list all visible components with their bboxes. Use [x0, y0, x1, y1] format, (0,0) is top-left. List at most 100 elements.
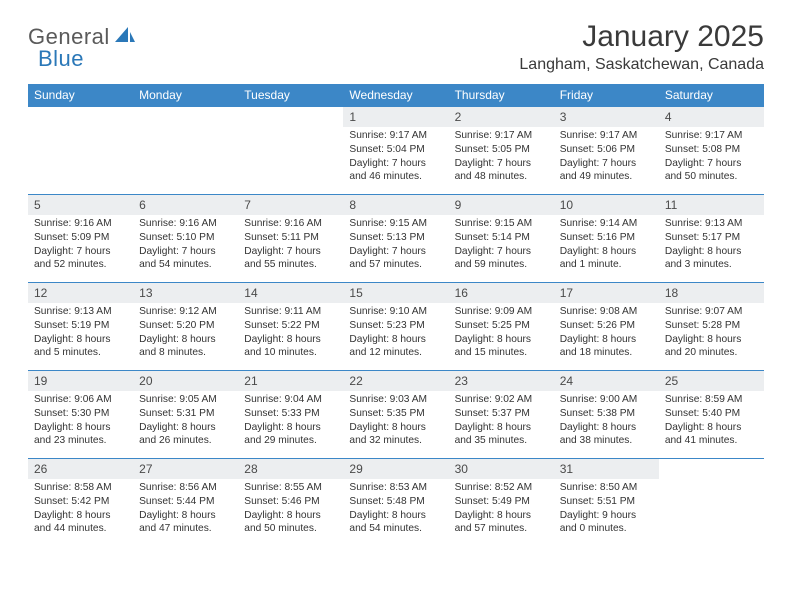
day-sr: Sunrise: 8:56 AM	[139, 481, 232, 495]
day-number: 15	[343, 283, 448, 303]
day-number: 6	[133, 195, 238, 215]
day-details: Sunrise: 9:17 AMSunset: 5:04 PMDaylight:…	[343, 127, 448, 188]
day-d1: Daylight: 8 hours	[455, 421, 548, 435]
day-details: Sunrise: 8:56 AMSunset: 5:44 PMDaylight:…	[133, 479, 238, 540]
day-ss: Sunset: 5:16 PM	[560, 231, 653, 245]
day-cell	[238, 107, 343, 195]
day-number: 26	[28, 459, 133, 479]
day-ss: Sunset: 5:42 PM	[34, 495, 127, 509]
day-ss: Sunset: 5:40 PM	[665, 407, 758, 421]
day-sr: Sunrise: 8:50 AM	[560, 481, 653, 495]
day-details: Sunrise: 9:00 AMSunset: 5:38 PMDaylight:…	[554, 391, 659, 452]
day-d1: Daylight: 8 hours	[139, 333, 232, 347]
day-number: 2	[449, 107, 554, 127]
day-d2: and 32 minutes.	[349, 434, 442, 448]
day-details: Sunrise: 9:07 AMSunset: 5:28 PMDaylight:…	[659, 303, 764, 364]
day-details: Sunrise: 9:11 AMSunset: 5:22 PMDaylight:…	[238, 303, 343, 364]
day-d2: and 41 minutes.	[665, 434, 758, 448]
day-d2: and 52 minutes.	[34, 258, 127, 272]
day-ss: Sunset: 5:05 PM	[455, 143, 548, 157]
day-number: 20	[133, 371, 238, 391]
day-d1: Daylight: 8 hours	[34, 421, 127, 435]
day-sr: Sunrise: 9:16 AM	[244, 217, 337, 231]
day-details: Sunrise: 9:10 AMSunset: 5:23 PMDaylight:…	[343, 303, 448, 364]
day-d2: and 15 minutes.	[455, 346, 548, 360]
day-cell: 14Sunrise: 9:11 AMSunset: 5:22 PMDayligh…	[238, 283, 343, 371]
day-d1: Daylight: 7 hours	[665, 157, 758, 171]
day-sr: Sunrise: 9:03 AM	[349, 393, 442, 407]
day-ss: Sunset: 5:06 PM	[560, 143, 653, 157]
day-d2: and 23 minutes.	[34, 434, 127, 448]
day-ss: Sunset: 5:33 PM	[244, 407, 337, 421]
day-d2: and 3 minutes.	[665, 258, 758, 272]
day-d2: and 18 minutes.	[560, 346, 653, 360]
day-ss: Sunset: 5:04 PM	[349, 143, 442, 157]
day-d1: Daylight: 8 hours	[665, 245, 758, 259]
day-ss: Sunset: 5:08 PM	[665, 143, 758, 157]
dow-saturday: Saturday	[659, 84, 764, 107]
day-sr: Sunrise: 9:04 AM	[244, 393, 337, 407]
day-cell: 17Sunrise: 9:08 AMSunset: 5:26 PMDayligh…	[554, 283, 659, 371]
dow-sunday: Sunday	[28, 84, 133, 107]
day-number: 14	[238, 283, 343, 303]
title-block: January 2025 Langham, Saskatchewan, Cana…	[519, 20, 764, 74]
day-ss: Sunset: 5:23 PM	[349, 319, 442, 333]
day-cell: 6Sunrise: 9:16 AMSunset: 5:10 PMDaylight…	[133, 195, 238, 283]
day-number: 17	[554, 283, 659, 303]
day-d1: Daylight: 7 hours	[455, 157, 548, 171]
day-details: Sunrise: 8:59 AMSunset: 5:40 PMDaylight:…	[659, 391, 764, 452]
day-cell: 21Sunrise: 9:04 AMSunset: 5:33 PMDayligh…	[238, 371, 343, 459]
day-details: Sunrise: 9:17 AMSunset: 5:06 PMDaylight:…	[554, 127, 659, 188]
day-details: Sunrise: 8:53 AMSunset: 5:48 PMDaylight:…	[343, 479, 448, 540]
day-cell	[133, 107, 238, 195]
day-cell: 20Sunrise: 9:05 AMSunset: 5:31 PMDayligh…	[133, 371, 238, 459]
day-details: Sunrise: 9:13 AMSunset: 5:17 PMDaylight:…	[659, 215, 764, 276]
day-d2: and 49 minutes.	[560, 170, 653, 184]
day-d2: and 0 minutes.	[560, 522, 653, 536]
day-d1: Daylight: 8 hours	[560, 333, 653, 347]
day-cell: 12Sunrise: 9:13 AMSunset: 5:19 PMDayligh…	[28, 283, 133, 371]
day-cell: 19Sunrise: 9:06 AMSunset: 5:30 PMDayligh…	[28, 371, 133, 459]
day-sr: Sunrise: 9:00 AM	[560, 393, 653, 407]
day-number: 23	[449, 371, 554, 391]
header: General January 2025 Langham, Saskatchew…	[28, 20, 764, 74]
day-cell: 30Sunrise: 8:52 AMSunset: 5:49 PMDayligh…	[449, 459, 554, 547]
day-d1: Daylight: 8 hours	[139, 509, 232, 523]
month-title: January 2025	[519, 20, 764, 54]
day-d1: Daylight: 8 hours	[139, 421, 232, 435]
day-details: Sunrise: 9:02 AMSunset: 5:37 PMDaylight:…	[449, 391, 554, 452]
day-ss: Sunset: 5:28 PM	[665, 319, 758, 333]
day-ss: Sunset: 5:11 PM	[244, 231, 337, 245]
day-details: Sunrise: 8:52 AMSunset: 5:49 PMDaylight:…	[449, 479, 554, 540]
day-d1: Daylight: 8 hours	[34, 509, 127, 523]
day-d1: Daylight: 8 hours	[665, 421, 758, 435]
day-cell: 18Sunrise: 9:07 AMSunset: 5:28 PMDayligh…	[659, 283, 764, 371]
day-d2: and 44 minutes.	[34, 522, 127, 536]
day-number: 8	[343, 195, 448, 215]
day-cell: 16Sunrise: 9:09 AMSunset: 5:25 PMDayligh…	[449, 283, 554, 371]
day-d1: Daylight: 9 hours	[560, 509, 653, 523]
day-cell: 23Sunrise: 9:02 AMSunset: 5:37 PMDayligh…	[449, 371, 554, 459]
day-details: Sunrise: 8:55 AMSunset: 5:46 PMDaylight:…	[238, 479, 343, 540]
day-details: Sunrise: 9:17 AMSunset: 5:05 PMDaylight:…	[449, 127, 554, 188]
day-cell: 15Sunrise: 9:10 AMSunset: 5:23 PMDayligh…	[343, 283, 448, 371]
day-sr: Sunrise: 9:14 AM	[560, 217, 653, 231]
day-ss: Sunset: 5:13 PM	[349, 231, 442, 245]
day-number: 1	[343, 107, 448, 127]
day-details: Sunrise: 9:16 AMSunset: 5:11 PMDaylight:…	[238, 215, 343, 276]
day-d2: and 12 minutes.	[349, 346, 442, 360]
day-ss: Sunset: 5:44 PM	[139, 495, 232, 509]
day-sr: Sunrise: 9:17 AM	[560, 129, 653, 143]
day-d2: and 8 minutes.	[139, 346, 232, 360]
day-cell: 8Sunrise: 9:15 AMSunset: 5:13 PMDaylight…	[343, 195, 448, 283]
day-ss: Sunset: 5:10 PM	[139, 231, 232, 245]
day-d1: Daylight: 8 hours	[34, 333, 127, 347]
day-number: 27	[133, 459, 238, 479]
day-number: 31	[554, 459, 659, 479]
day-sr: Sunrise: 8:58 AM	[34, 481, 127, 495]
day-number: 22	[343, 371, 448, 391]
day-cell: 3Sunrise: 9:17 AMSunset: 5:06 PMDaylight…	[554, 107, 659, 195]
day-d2: and 20 minutes.	[665, 346, 758, 360]
day-ss: Sunset: 5:17 PM	[665, 231, 758, 245]
day-sr: Sunrise: 8:59 AM	[665, 393, 758, 407]
